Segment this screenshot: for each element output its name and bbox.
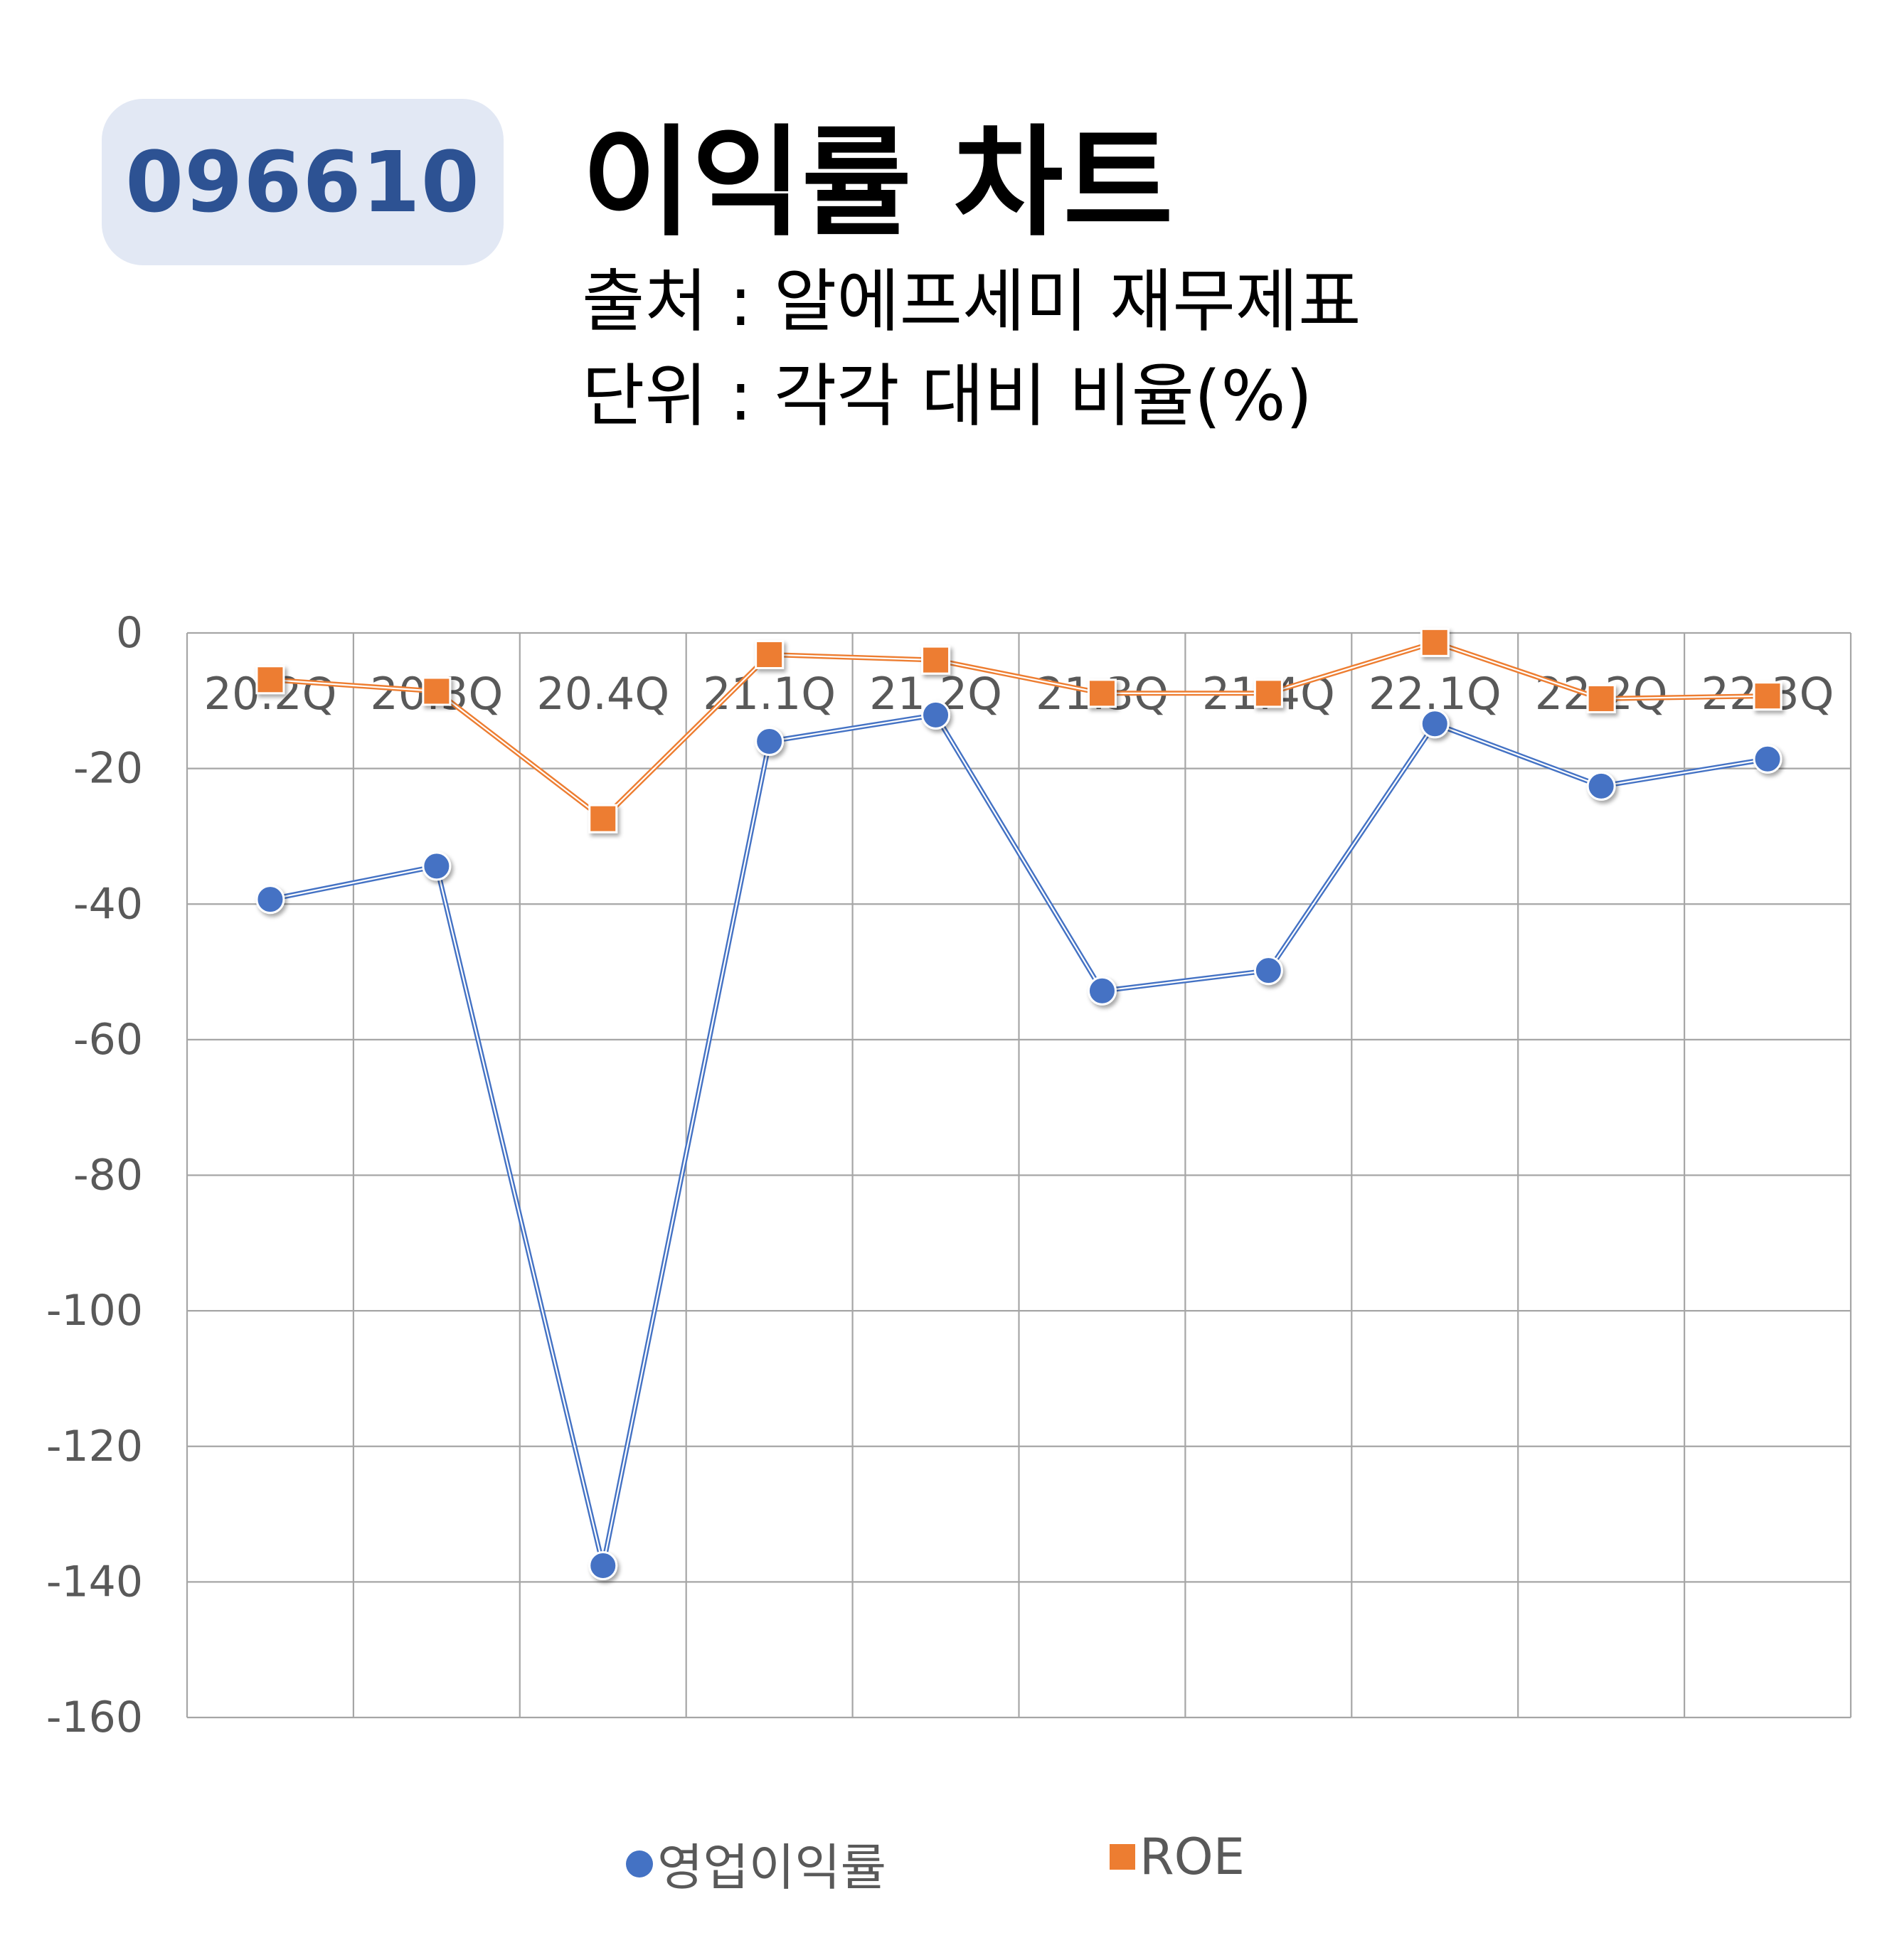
y-tick-label: -140 <box>46 1557 143 1607</box>
y-tick-label: -60 <box>73 1015 143 1065</box>
data-point-roe <box>1420 627 1450 657</box>
data-point-roe <box>1253 678 1283 708</box>
legend-label-roe: ROE <box>1139 1828 1245 1886</box>
y-tick-label: 0 <box>116 608 143 658</box>
data-point-roe <box>422 676 452 706</box>
y-tick-label: -120 <box>46 1422 143 1471</box>
series-line-core <box>270 641 1768 820</box>
x-tick-label: 21.1Q <box>703 668 836 720</box>
data-point-operating-margin <box>588 1551 618 1580</box>
data-point-operating-margin <box>255 885 285 915</box>
chart-title: 이익률 차트 <box>582 113 1174 252</box>
data-point-operating-margin <box>1420 709 1450 739</box>
data-point-roe <box>588 804 618 833</box>
data-point-operating-margin <box>1586 771 1616 801</box>
legend-circle-icon <box>626 1850 653 1878</box>
data-point-roe <box>921 645 951 675</box>
y-tick-label: -40 <box>73 879 143 929</box>
data-point-operating-margin <box>921 700 951 730</box>
data-point-roe <box>755 640 785 669</box>
data-point-roe <box>1586 683 1616 713</box>
data-point-operating-margin <box>755 727 785 756</box>
ticker-badge: 096610 <box>102 99 504 265</box>
data-point-roe <box>1753 681 1782 711</box>
legend-item-roe: ROE <box>1110 1828 1245 1886</box>
x-tick-label: 20.4Q <box>536 668 669 720</box>
legend-label-operating-margin: 영업이익률 <box>657 1838 886 1897</box>
data-point-roe <box>255 665 285 695</box>
data-point-operating-margin <box>1087 976 1117 1006</box>
y-tick-label: -160 <box>46 1693 143 1742</box>
series-line-core <box>270 714 1768 1567</box>
chart-legend: 영업이익률 ROE <box>0 1828 1897 1897</box>
legend-item-operating-margin: 영업이익률 <box>626 1828 886 1900</box>
ticker-code: 096610 <box>125 133 480 231</box>
unit-text: 단위 : 각각 대비 비율(%) <box>582 356 1313 436</box>
source-text: 출처 : 알에프세미 재무제표 <box>582 262 1361 341</box>
y-tick-label: -100 <box>46 1286 143 1336</box>
profit-margin-chart: 0-20-40-60-80-100-120-140-16020.2Q20.3Q2… <box>46 608 1852 1742</box>
legend-square-icon <box>1110 1844 1135 1870</box>
data-point-operating-margin <box>1753 744 1782 774</box>
data-point-operating-margin <box>422 851 452 881</box>
data-point-operating-margin <box>1253 956 1283 986</box>
y-tick-label: -20 <box>73 744 143 794</box>
y-tick-label: -80 <box>73 1151 143 1200</box>
data-point-roe <box>1087 678 1117 708</box>
